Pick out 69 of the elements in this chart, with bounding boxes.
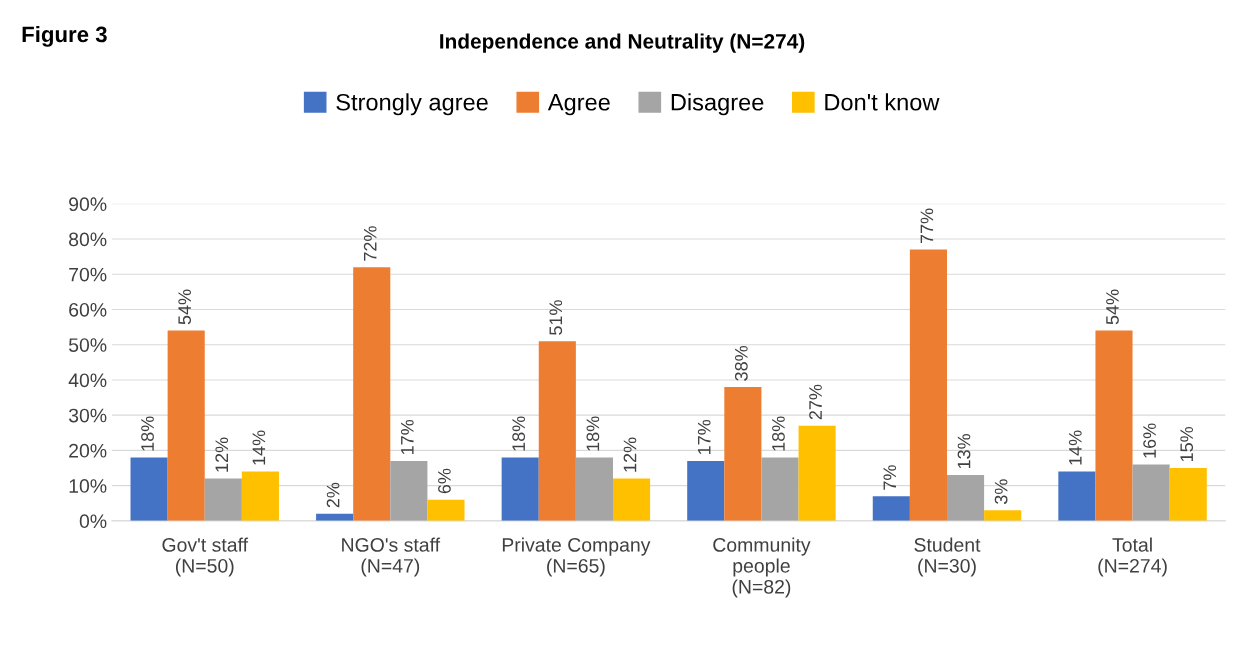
bar — [575, 457, 613, 521]
y-tick-label: 80% — [69, 232, 107, 247]
data-label: 15% — [1180, 426, 1194, 462]
bar — [130, 457, 168, 521]
data-label: 18% — [586, 416, 600, 451]
y-tick-label: 0% — [79, 514, 107, 529]
bar — [761, 457, 799, 521]
chart-title: Independence and Neutrality (N=274) — [440, 33, 805, 53]
bar — [241, 471, 279, 521]
data-label: 14% — [1069, 430, 1082, 465]
y-tick-label: 40% — [68, 373, 107, 388]
data-label: 18% — [141, 416, 154, 451]
bar — [167, 330, 205, 521]
data-label: 2% — [326, 482, 340, 508]
bar — [501, 457, 539, 521]
data-label: 7% — [883, 465, 897, 490]
y-tick-label: 90% — [69, 197, 107, 212]
data-label: 16% — [1143, 423, 1156, 458]
legend-label: Agree — [547, 94, 610, 116]
y-tick-label: 30% — [68, 408, 107, 423]
data-label: 12% — [215, 437, 229, 472]
data-label: 18% — [512, 416, 526, 451]
bar — [1169, 468, 1207, 521]
bar — [984, 510, 1022, 521]
bar — [1095, 330, 1133, 521]
bar — [538, 341, 576, 521]
caption: Figure 3 — [22, 25, 107, 47]
data-label: 17% — [697, 419, 711, 455]
data-label: 72% — [363, 226, 377, 261]
bar — [204, 478, 242, 521]
x-tick-label: NGO's staff (N=47) — [342, 537, 441, 577]
data-label: 77% — [920, 208, 934, 244]
y-tick-label: 20% — [69, 443, 107, 458]
bar — [947, 475, 985, 521]
legend-label: Disagree — [671, 93, 764, 116]
x-tick-label: Student (N=30) — [914, 537, 981, 577]
bar — [798, 425, 836, 521]
bar — [724, 386, 762, 521]
x-tick-label: Gov't staff (N=50) — [162, 537, 249, 577]
legend-label: Strongly agree — [336, 93, 488, 116]
y-tick-label: 70% — [69, 267, 107, 282]
x-tick-label: Community people (N=82) — [713, 537, 811, 598]
data-label: 12% — [623, 437, 637, 472]
bar — [390, 460, 428, 521]
x-tick-label: Total (N=274) — [1098, 537, 1167, 577]
y-tick-label: 60% — [69, 302, 107, 317]
legend-label: Don't know — [825, 93, 940, 111]
data-label: 3% — [994, 479, 1008, 505]
x-tick-label: Private Company (N=65) — [502, 537, 651, 577]
bar — [612, 478, 651, 521]
y-tick-label: 10% — [69, 479, 107, 493]
y-tick-label: 50% — [68, 338, 107, 352]
bar — [687, 460, 725, 521]
data-label: 27% — [809, 384, 822, 420]
data-label: 17% — [401, 419, 414, 455]
data-label: 54% — [1106, 289, 1119, 325]
bar — [1058, 471, 1096, 521]
bar — [1132, 464, 1170, 521]
data-label: 13% — [957, 433, 971, 469]
bar — [353, 267, 391, 521]
data-label: 51% — [549, 300, 563, 335]
bar — [909, 249, 947, 521]
data-label: 38% — [734, 345, 748, 381]
data-label: 6% — [438, 468, 451, 494]
bar — [872, 496, 910, 521]
data-label: 18% — [772, 416, 785, 451]
data-label: 14% — [252, 430, 266, 465]
bar — [427, 499, 465, 521]
data-label: 54% — [178, 289, 192, 325]
